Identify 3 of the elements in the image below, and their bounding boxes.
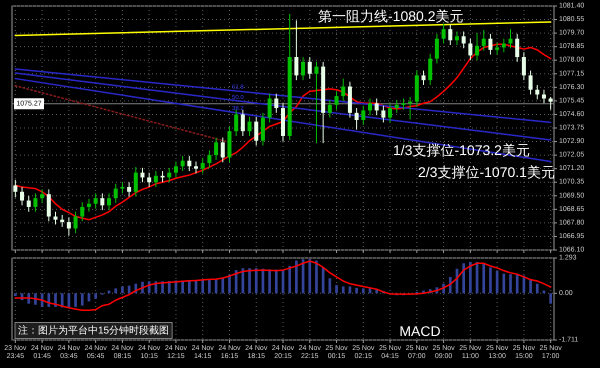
annotation: MACD [399, 323, 441, 339]
annotation: 第一阻力线-1080.2美元 [318, 8, 464, 24]
annotation: 注：图片为平台中15分钟时段截图 [18, 324, 170, 336]
